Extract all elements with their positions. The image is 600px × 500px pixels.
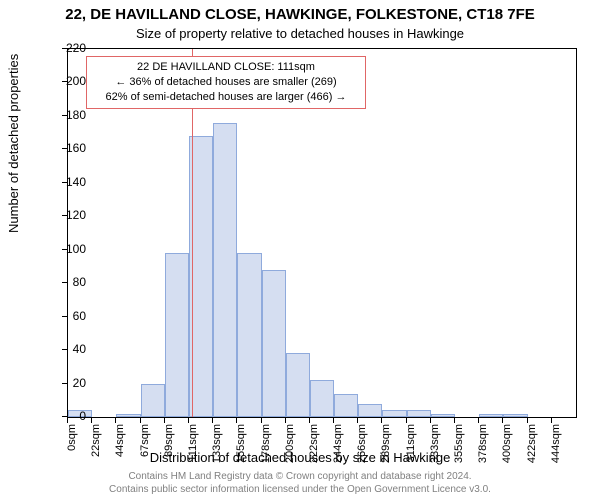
- y-tick-label: 180: [56, 109, 86, 121]
- x-tick-mark: [261, 418, 262, 423]
- y-tick-mark: [62, 416, 67, 417]
- y-tick-label: 220: [56, 42, 86, 54]
- y-tick-mark: [62, 81, 67, 82]
- histogram-bar: [358, 404, 382, 417]
- x-tick-mark: [164, 418, 165, 423]
- y-tick-mark: [62, 148, 67, 149]
- y-tick-label: 60: [56, 310, 86, 322]
- histogram-bar: [382, 410, 406, 417]
- y-axis-label: Number of detached properties: [6, 54, 21, 233]
- histogram-bar: [503, 414, 527, 417]
- chart-container: 22, DE HAVILLAND CLOSE, HAWKINGE, FOLKES…: [0, 0, 600, 500]
- y-tick-mark: [62, 383, 67, 384]
- histogram-bar: [237, 253, 261, 417]
- x-tick-mark: [406, 418, 407, 423]
- annotation-line1: 22 DE HAVILLAND CLOSE: 111sqm: [93, 60, 359, 75]
- x-tick-mark: [140, 418, 141, 423]
- chart-title: 22, DE HAVILLAND CLOSE, HAWKINGE, FOLKES…: [0, 6, 600, 23]
- x-tick-mark: [527, 418, 528, 423]
- histogram-bar: [165, 253, 189, 417]
- x-tick-mark: [551, 418, 552, 423]
- histogram-bar: [334, 394, 358, 417]
- x-tick-mark: [478, 418, 479, 423]
- footer-line2: Contains public sector information licen…: [109, 484, 491, 495]
- plot-area: 22 DE HAVILLAND CLOSE: 111sqm← 36% of de…: [67, 48, 577, 418]
- y-tick-label: 40: [56, 343, 86, 355]
- histogram-bar: [479, 414, 503, 417]
- y-tick-mark: [62, 115, 67, 116]
- histogram-bar: [431, 414, 455, 417]
- x-tick-mark: [502, 418, 503, 423]
- footer-text: Contains HM Land Registry data © Crown c…: [0, 470, 600, 496]
- x-tick-mark: [309, 418, 310, 423]
- y-tick-label: 100: [56, 243, 86, 255]
- y-tick-label: 160: [56, 142, 86, 154]
- y-tick-mark: [62, 182, 67, 183]
- y-tick-mark: [62, 215, 67, 216]
- x-tick-mark: [212, 418, 213, 423]
- y-tick-mark: [62, 282, 67, 283]
- y-tick-label: 140: [56, 176, 86, 188]
- x-tick-mark: [381, 418, 382, 423]
- x-tick-mark: [333, 418, 334, 423]
- x-tick-mark: [454, 418, 455, 423]
- x-tick-mark: [115, 418, 116, 423]
- y-tick-mark: [62, 249, 67, 250]
- annotation-line2: ← 36% of detached houses are smaller (26…: [93, 75, 359, 90]
- y-tick-mark: [62, 349, 67, 350]
- y-tick-label: 0: [56, 410, 86, 422]
- footer-line1: Contains HM Land Registry data © Crown c…: [128, 471, 471, 482]
- histogram-bar: [407, 410, 431, 417]
- annotation-line3: 62% of semi-detached houses are larger (…: [93, 90, 359, 105]
- x-tick-mark: [430, 418, 431, 423]
- histogram-bar: [310, 380, 334, 417]
- y-tick-mark: [62, 48, 67, 49]
- y-tick-mark: [62, 316, 67, 317]
- y-tick-label: 20: [56, 377, 86, 389]
- histogram-bar: [286, 353, 310, 417]
- x-tick-mark: [236, 418, 237, 423]
- x-tick-mark: [91, 418, 92, 423]
- chart-subtitle: Size of property relative to detached ho…: [0, 26, 600, 41]
- histogram-bar: [262, 270, 286, 417]
- x-tick-mark: [357, 418, 358, 423]
- x-tick-mark: [285, 418, 286, 423]
- y-tick-label: 200: [56, 75, 86, 87]
- histogram-bar: [116, 414, 140, 417]
- x-tick-mark: [67, 418, 68, 423]
- histogram-bar: [141, 384, 165, 417]
- y-tick-label: 120: [56, 209, 86, 221]
- x-tick-mark: [188, 418, 189, 423]
- y-tick-label: 80: [56, 276, 86, 288]
- annotation-box: 22 DE HAVILLAND CLOSE: 111sqm← 36% of de…: [86, 56, 366, 109]
- x-axis-label: Distribution of detached houses by size …: [0, 450, 600, 465]
- histogram-bar: [213, 123, 237, 417]
